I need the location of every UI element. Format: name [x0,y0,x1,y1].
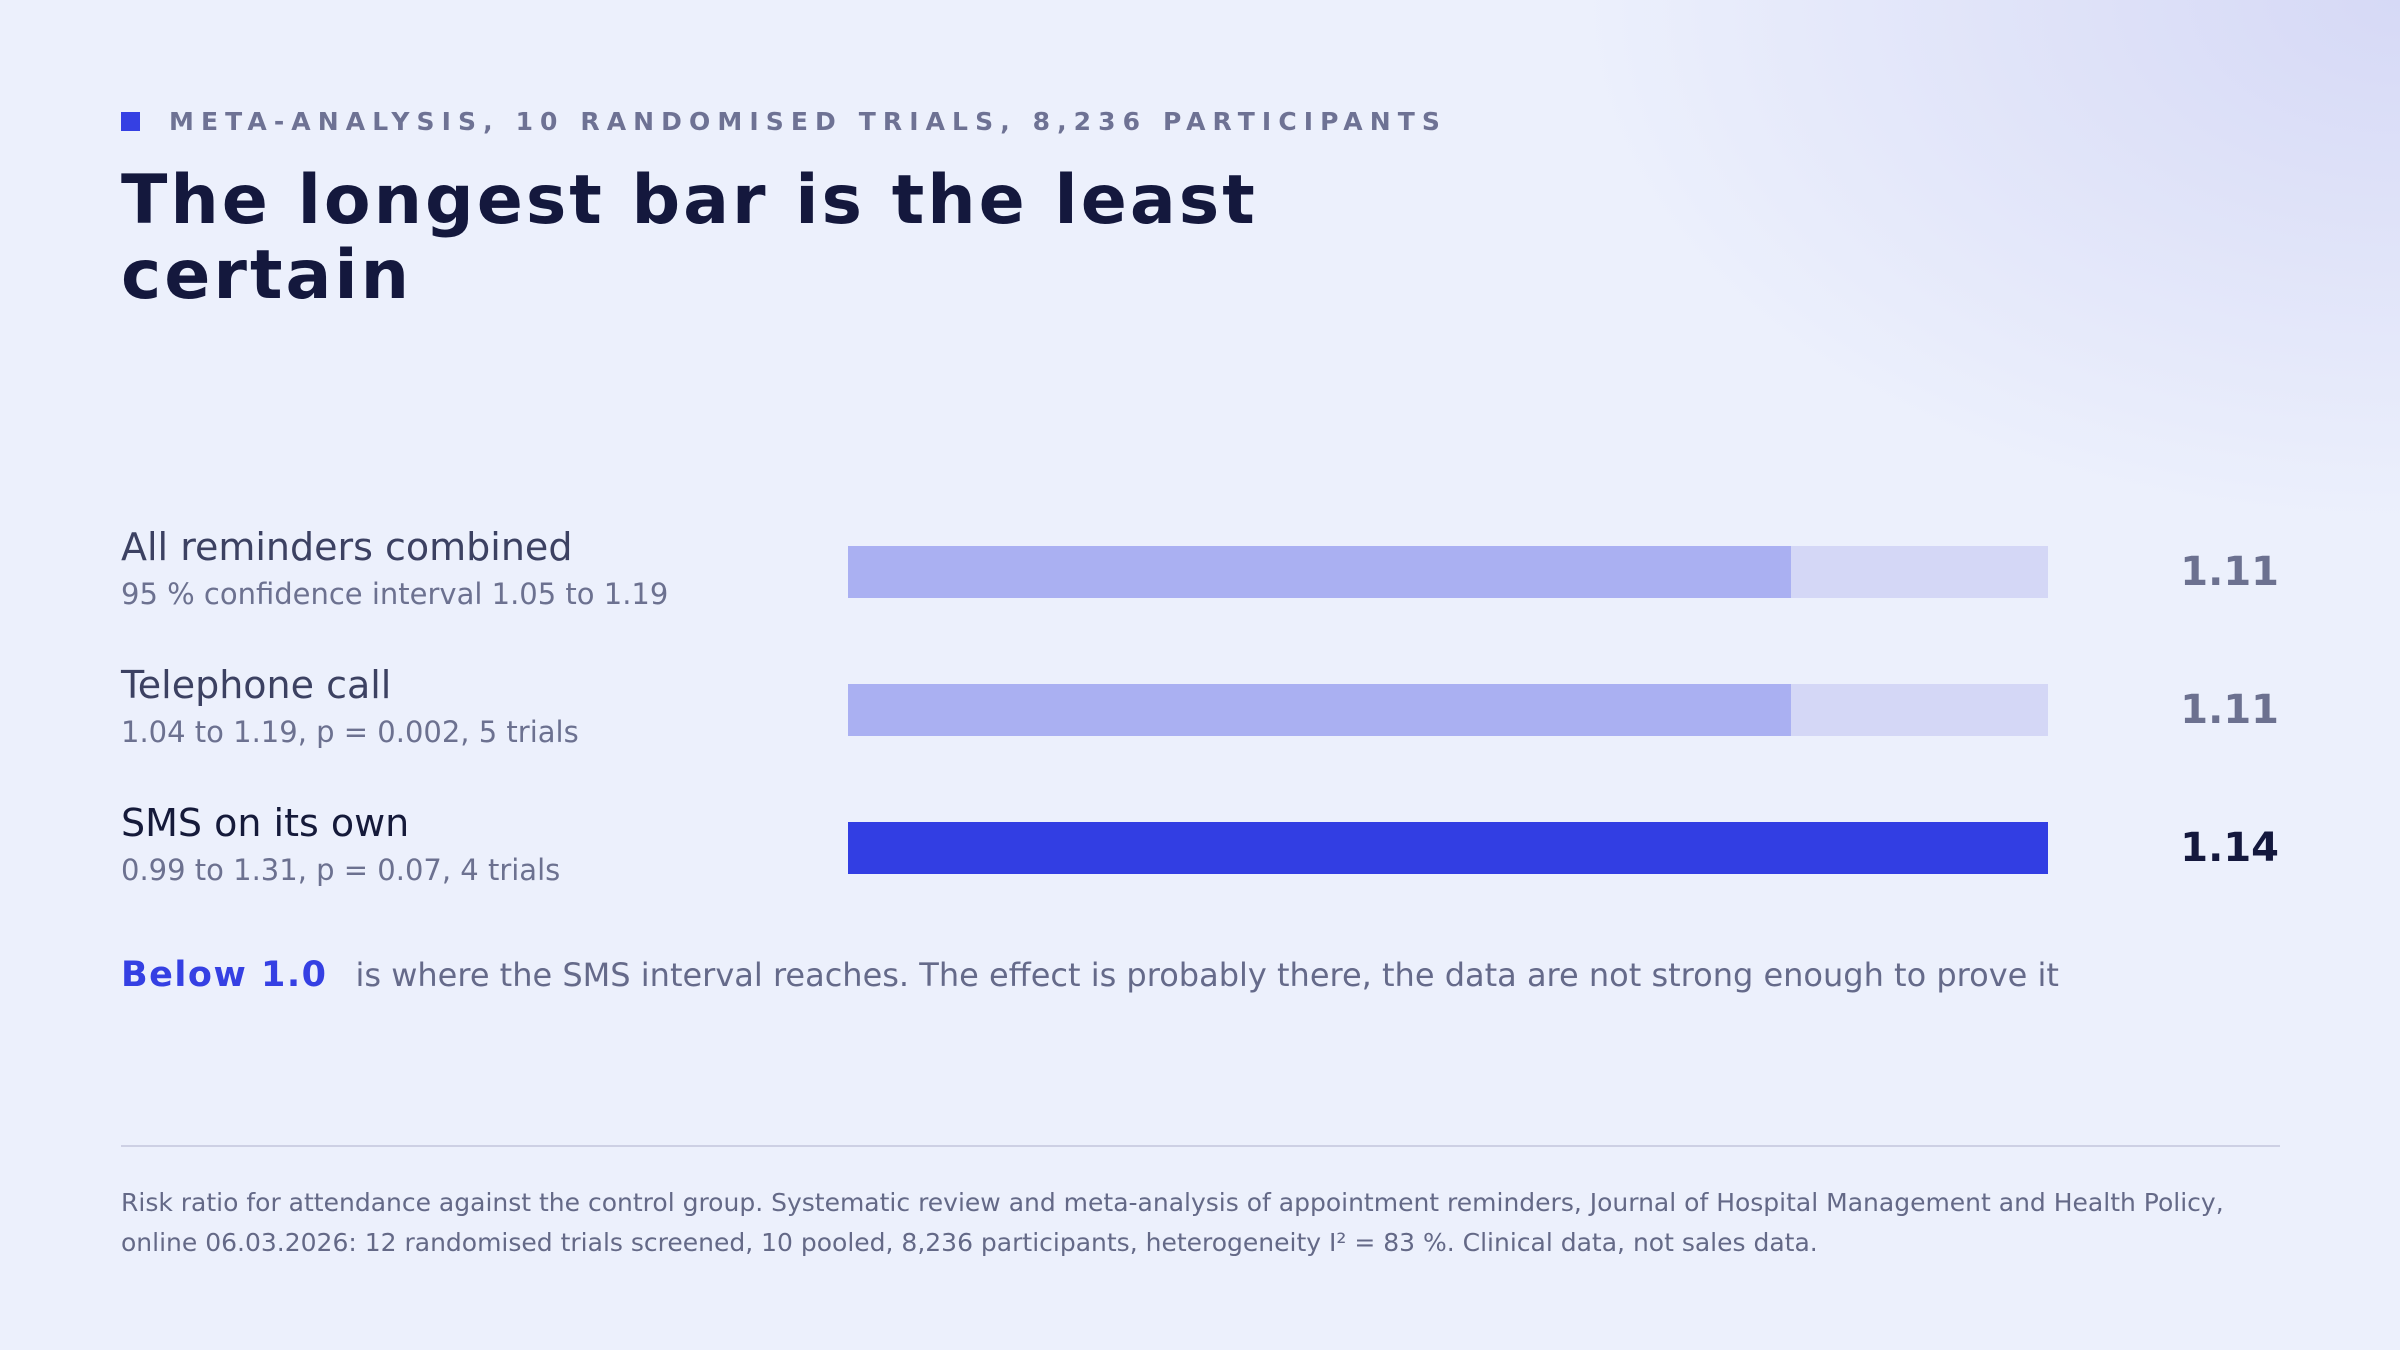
bar [848,546,1791,598]
kicker-text: META-ANALYSIS, 10 RANDOMISED TRIALS, 8,2… [169,106,1448,136]
bar [848,684,1791,736]
bar-label: Telephone call 1.04 to 1.19, p = 0.002, 5… [121,663,821,749]
kicker: META-ANALYSIS, 10 RANDOMISED TRIALS, 8,2… [121,106,1447,136]
callout: Below 1.0 is where the SMS interval reac… [121,955,2059,995]
bar-label: SMS on its own 0.99 to 1.31, p = 0.07, 4 … [121,801,821,887]
bar-category-label: Telephone call [121,663,392,707]
bar-track [848,684,2048,736]
bar-label: All reminders combined 95 % confidence in… [121,525,821,611]
bar-value-label: 1.11 [2180,687,2279,733]
bar-track [848,546,2048,598]
bar-interval-label: 95 % confidence interval 1.05 to 1.19 [121,577,669,611]
callout-key: Below 1.0 [121,955,328,995]
bar-track [848,822,2048,874]
bar-value-label: 1.14 [2180,825,2279,871]
callout-text: is where the SMS interval reaches. The e… [355,956,2059,994]
bar-category-label: All reminders combined [121,525,573,569]
divider [121,1145,2280,1147]
page-title: The longest bar is the least certain [121,161,1258,315]
footnote: Risk ratio for attendance against the co… [121,1188,2224,1257]
bar [848,822,2048,874]
bar-value-label: 1.11 [2180,549,2279,595]
bar-interval-label: 1.04 to 1.19, p = 0.002, 5 trials [121,715,579,749]
bar-category-label: SMS on its own [121,801,410,845]
kicker-square-icon [121,111,140,131]
bar-interval-label: 0.99 to 1.31, p = 0.07, 4 trials [121,853,561,887]
